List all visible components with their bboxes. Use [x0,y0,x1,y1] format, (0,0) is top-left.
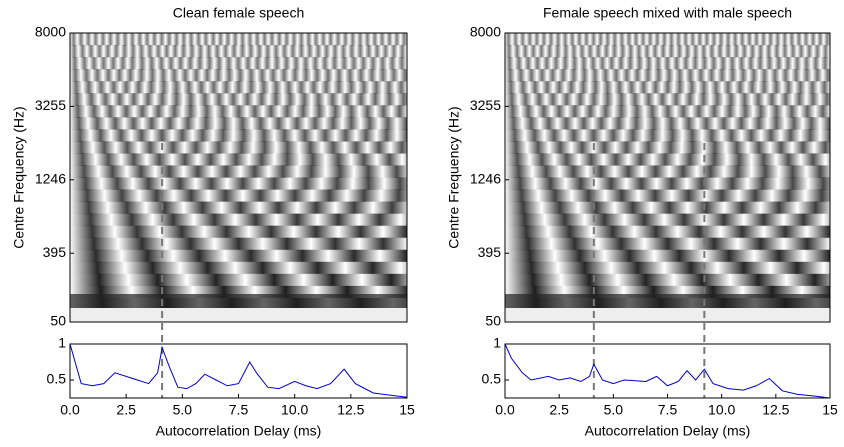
texture-band [505,213,830,227]
texture-band [70,69,407,82]
texture-band [505,129,830,142]
x-tick-label: 12.5 [337,402,364,418]
x-tick-label: 7.5 [658,402,678,418]
y-tick-label: 8000 [470,24,501,40]
texture-band [505,261,830,275]
texture-band [70,93,407,106]
x-tick-label: 2.5 [549,402,569,418]
y-tick-label: 50 [485,313,501,329]
chart-title: Clean female speech [173,5,305,21]
x-axis-label: Autocorrelation Delay (ms) [156,423,322,439]
plot-frame [69,343,408,399]
texture-band [505,93,830,106]
x-tick-label: 5.0 [173,402,193,418]
summary-line [504,343,831,399]
x-tick-label: 15 [399,402,415,418]
texture-band [70,33,407,46]
y-tick-label: 1246 [35,170,66,186]
texture-band [70,117,407,130]
x-tick-label: 10.0 [281,402,308,418]
y-tick-label: 3255 [470,97,501,113]
texture-band [505,201,830,215]
texture-band [505,225,830,239]
texture-band [70,273,407,287]
texture-band [505,165,830,178]
texture-band [505,177,830,191]
texture-band [505,294,830,308]
x-tick-label: 15 [822,402,838,418]
texture-band [70,225,407,239]
x-tick-label: 0.0 [495,402,515,418]
y-tick-label: 1 [58,335,66,351]
x-tick-label: 12.5 [762,402,789,418]
y-tick-label: 395 [478,244,502,260]
texture-band [70,141,407,154]
plot-frame [504,32,831,323]
texture-band [70,81,407,94]
x-axis-label: Autocorrelation Delay (ms) [585,423,751,439]
y-axis-label: Centre Frequency (Hz) [11,106,27,248]
texture-band [70,165,407,178]
texture-band [70,201,407,215]
texture-band [70,189,407,203]
x-tick-label: 0.0 [60,402,80,418]
texture-band [505,57,830,70]
texture-band [70,105,407,118]
y-tick-label: 0.5 [47,371,67,387]
texture-band [70,213,407,227]
texture-band [505,153,830,166]
texture-band [70,308,407,322]
texture-band [505,33,830,46]
texture-band [70,45,407,58]
x-tick-label: 7.5 [229,402,249,418]
texture-band [70,249,407,263]
texture-band [505,117,830,130]
x-tick-label: 10.0 [708,402,735,418]
y-tick-label: 3255 [35,97,66,113]
texture-band [70,153,407,166]
x-tick-label: 2.5 [116,402,136,418]
y-tick-label: 1 [493,335,501,351]
texture-band [505,237,830,251]
x-tick-label: 5.0 [604,402,624,418]
texture-band [505,273,830,287]
texture-band [505,141,830,154]
y-tick-label: 0.5 [482,371,502,387]
y-tick-label: 50 [50,313,66,329]
texture-band [505,45,830,58]
y-tick-label: 1246 [470,170,501,186]
texture-band [505,249,830,263]
texture-band [70,129,407,142]
texture-band [70,177,407,191]
texture-band [70,294,407,308]
y-axis-label: Centre Frequency (Hz) [446,106,462,248]
texture-band [505,105,830,118]
chart-title: Female speech mixed with male speech [543,5,792,21]
texture-band [505,189,830,203]
texture-band [505,81,830,94]
texture-band [70,57,407,70]
y-tick-label: 8000 [35,24,66,40]
texture-band [70,261,407,275]
texture-band [70,237,407,251]
texture-band [505,69,830,82]
summary-line [69,343,408,398]
y-tick-label: 395 [43,244,67,260]
texture-band [505,308,830,322]
plot-frame [69,32,408,323]
